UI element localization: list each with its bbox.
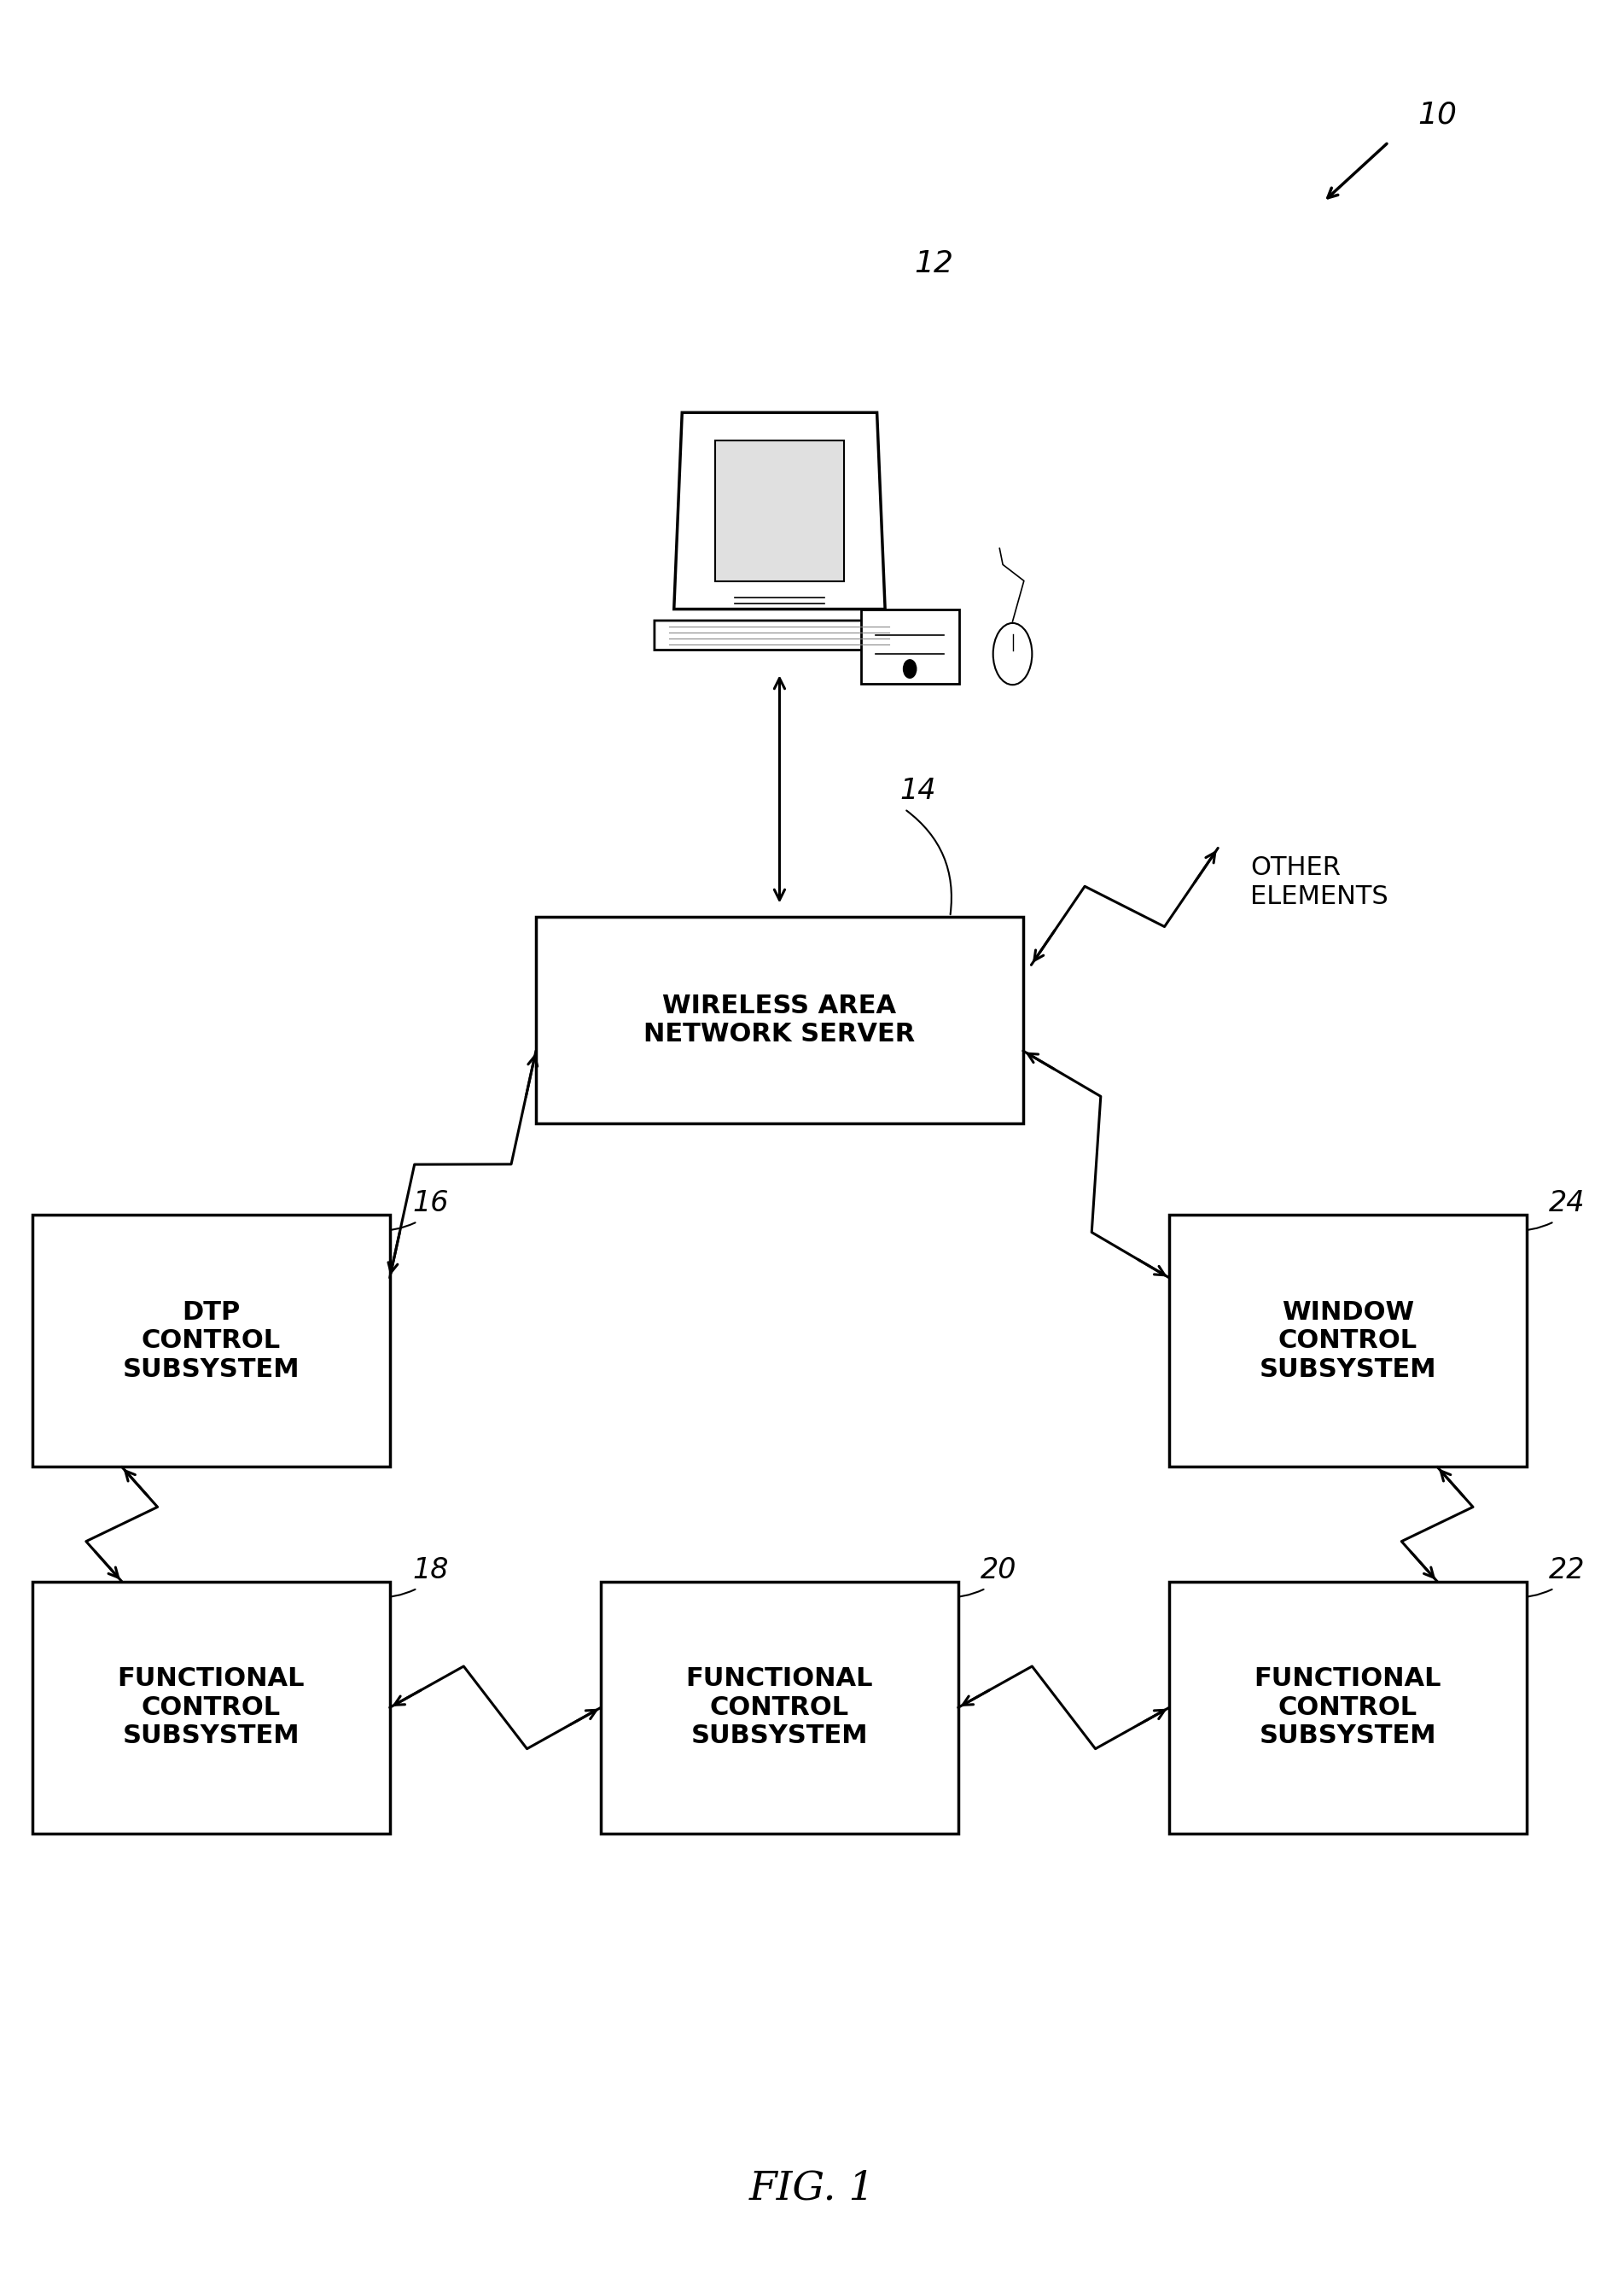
Text: FUNCTIONAL
CONTROL
SUBSYSTEM: FUNCTIONAL CONTROL SUBSYSTEM bbox=[685, 1666, 874, 1749]
Polygon shape bbox=[715, 440, 844, 582]
Text: FUNCTIONAL
CONTROL
SUBSYSTEM: FUNCTIONAL CONTROL SUBSYSTEM bbox=[1254, 1666, 1442, 1749]
Text: DTP
CONTROL
SUBSYSTEM: DTP CONTROL SUBSYSTEM bbox=[122, 1300, 300, 1382]
Polygon shape bbox=[861, 610, 958, 683]
Ellipse shape bbox=[994, 623, 1033, 685]
Text: OTHER
ELEMENTS: OTHER ELEMENTS bbox=[1250, 855, 1389, 910]
Text: 18: 18 bbox=[412, 1556, 448, 1584]
FancyBboxPatch shape bbox=[32, 1215, 390, 1467]
Text: 10: 10 bbox=[1418, 101, 1457, 128]
Text: 12: 12 bbox=[914, 250, 953, 277]
Text: 16: 16 bbox=[412, 1190, 448, 1217]
Text: WINDOW
CONTROL
SUBSYSTEM: WINDOW CONTROL SUBSYSTEM bbox=[1259, 1300, 1437, 1382]
FancyBboxPatch shape bbox=[536, 917, 1023, 1123]
FancyBboxPatch shape bbox=[1169, 1581, 1527, 1834]
Text: WIRELESS AREA
NETWORK SERVER: WIRELESS AREA NETWORK SERVER bbox=[643, 992, 916, 1047]
Text: 14: 14 bbox=[900, 777, 935, 804]
FancyBboxPatch shape bbox=[601, 1581, 958, 1834]
FancyBboxPatch shape bbox=[1169, 1215, 1527, 1467]
Text: 22: 22 bbox=[1549, 1556, 1585, 1584]
FancyBboxPatch shape bbox=[32, 1581, 390, 1834]
Text: 24: 24 bbox=[1549, 1190, 1585, 1217]
Circle shape bbox=[903, 660, 916, 678]
Text: 20: 20 bbox=[981, 1556, 1017, 1584]
Polygon shape bbox=[674, 413, 885, 610]
Text: FIG. 1: FIG. 1 bbox=[749, 2171, 875, 2207]
Polygon shape bbox=[654, 621, 918, 651]
Text: FUNCTIONAL
CONTROL
SUBSYSTEM: FUNCTIONAL CONTROL SUBSYSTEM bbox=[117, 1666, 305, 1749]
